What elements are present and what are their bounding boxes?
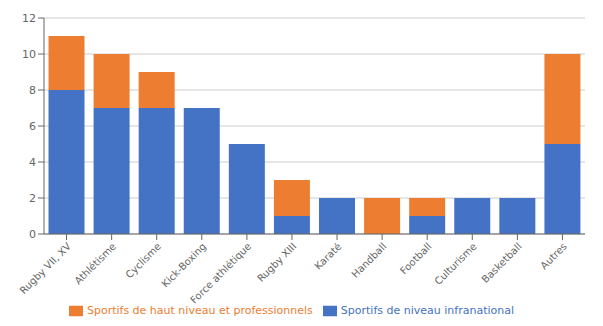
svg-text:Handball: Handball — [349, 241, 388, 280]
svg-text:Kick-Boxing: Kick-Boxing — [159, 241, 208, 290]
svg-text:Karaté: Karaté — [312, 241, 343, 272]
svg-text:Basketball: Basketball — [479, 241, 523, 285]
svg-text:4: 4 — [29, 156, 36, 169]
svg-text:Football: Football — [398, 241, 434, 277]
svg-text:6: 6 — [29, 120, 36, 133]
svg-text:8: 8 — [29, 84, 36, 97]
svg-text:Autres: Autres — [538, 241, 569, 272]
svg-text:Rugby VII, XV: Rugby VII, XV — [18, 241, 74, 297]
svg-text:Cyclisme: Cyclisme — [124, 241, 164, 281]
svg-text:12: 12 — [22, 12, 36, 25]
svg-text:Culturisme: Culturisme — [433, 241, 479, 287]
svg-text:Athlétisme: Athlétisme — [72, 241, 118, 287]
svg-text:2: 2 — [29, 192, 36, 205]
html-text:Sportifs de haut niveau et pro: Sportifs de haut niveau et professionnel… — [86, 304, 313, 317]
svg-text:0: 0 — [29, 228, 36, 241]
svg-text:Force athlétique: Force athlétique — [188, 241, 253, 306]
html-text:Sportifs de niveau infranation: Sportifs de niveau infranational — [340, 304, 514, 317]
svg-text:Rugby XIII: Rugby XIII — [255, 241, 298, 284]
svg-text:10: 10 — [22, 48, 36, 61]
